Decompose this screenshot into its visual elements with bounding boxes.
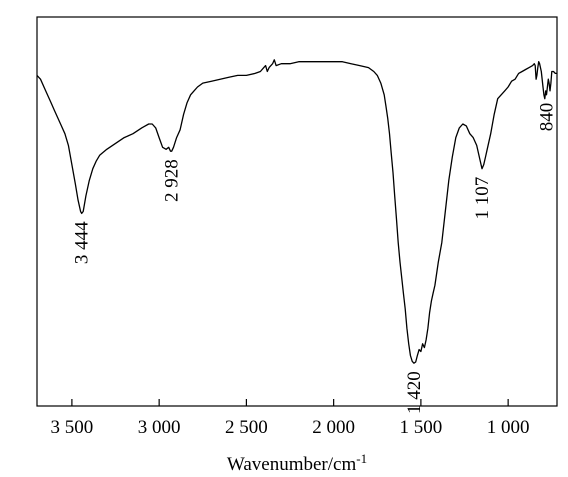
x-axis-label-superscript: -1 — [356, 451, 367, 466]
x-axis-tick-labels: 3 500 3 000 2 500 2 000 1 500 1 000 — [51, 417, 530, 438]
x-axis-label-text: Wavenumber/cm — [227, 454, 357, 475]
peak-label: 1 107 — [472, 177, 493, 220]
x-axis-ticks — [71, 399, 509, 406]
peak-label: 2 928 — [162, 159, 183, 202]
x-tick-label: 3 500 — [51, 417, 94, 438]
spectrum-line — [36, 59, 557, 364]
peak-annotations: 3 444 2 928 1 420 1 107 840 — [72, 103, 558, 414]
peak-label: 1 420 — [404, 371, 425, 414]
peak-label: 3 444 — [72, 221, 93, 264]
x-axis-label: Wavenumber/cm-1 — [227, 451, 367, 475]
x-tick-label: 1 000 — [487, 417, 530, 438]
x-tick-label: 3 000 — [138, 417, 181, 438]
x-tick-label: 1 500 — [400, 417, 443, 438]
peak-label: 840 — [537, 103, 558, 132]
x-tick-label: 2 000 — [312, 417, 355, 438]
plot-frame — [36, 16, 558, 407]
x-tick-label: 2 500 — [225, 417, 268, 438]
